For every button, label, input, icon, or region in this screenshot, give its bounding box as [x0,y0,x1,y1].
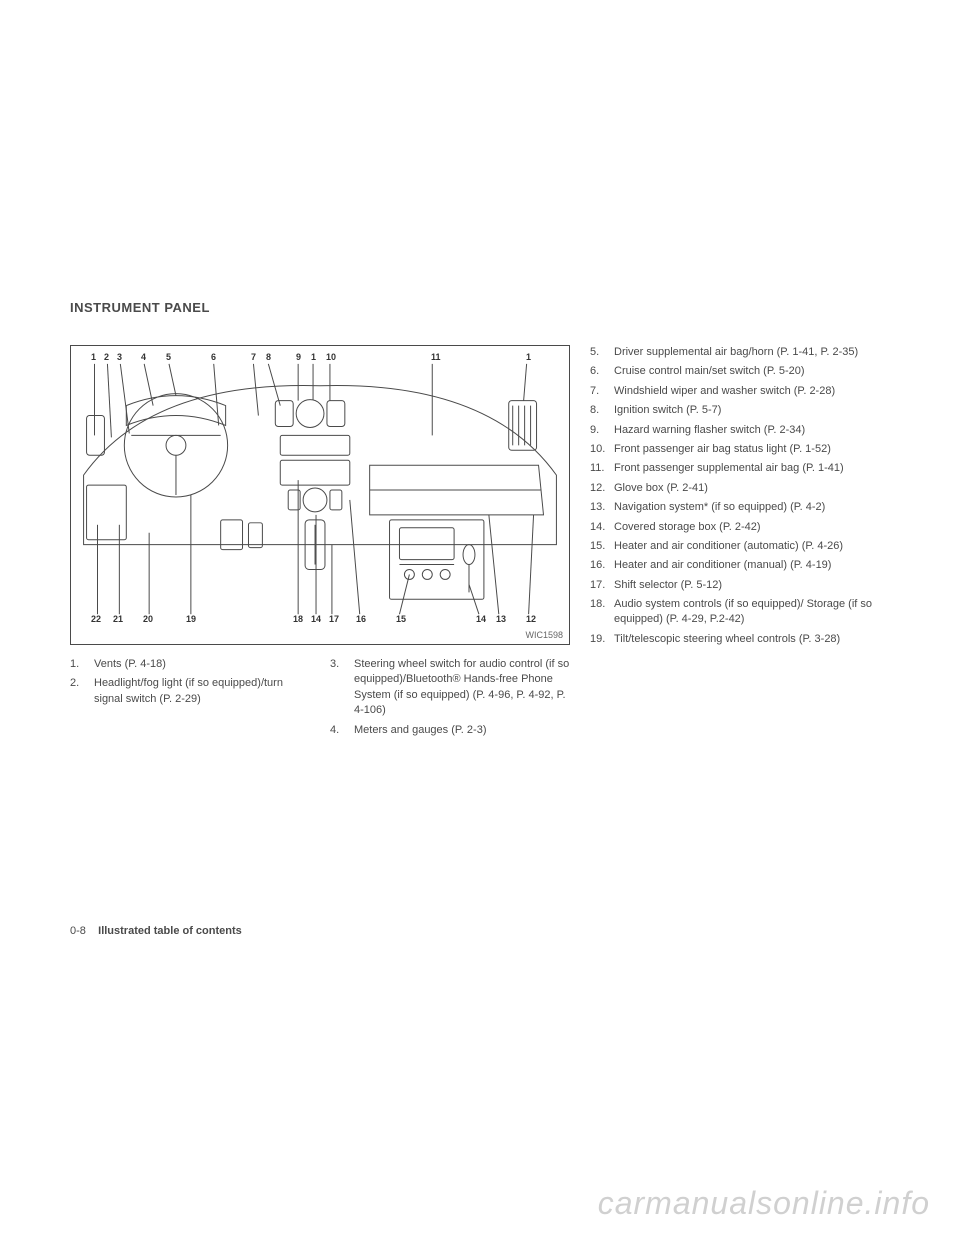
legend-number: 16. [590,558,614,573]
legend-item: 9.Hazard warning flasher switch (P. 2-34… [590,423,890,438]
legend-number: 5. [590,345,614,360]
legend-item: 18.Audio system controls (if so equipped… [590,597,890,628]
section-title: INSTRUMENT PANEL [70,300,890,315]
legend-number: 13. [590,500,614,515]
legend-text: Navigation system* (if so equipped) (P. … [614,500,890,515]
legend-text: Covered storage box (P. 2-42) [614,520,890,535]
callout: 13 [496,614,506,624]
callout: 14 [311,614,321,624]
legend-text: Headlight/fog light (if so equipped)/tur… [94,676,310,707]
callout: 20 [143,614,153,624]
legend-item: 2.Headlight/fog light (if so equipped)/t… [70,676,310,707]
legend-number: 18. [590,597,614,628]
legend-number: 9. [590,423,614,438]
callout: 4 [141,352,146,362]
callout: 12 [526,614,536,624]
callout: 9 [296,352,301,362]
legend-item: 12.Glove box (P. 2-41) [590,481,890,496]
legend-text: Vents (P. 4-18) [94,657,310,672]
callout: 2 [104,352,109,362]
legend-item: 19.Tilt/telescopic steering wheel contro… [590,632,890,647]
legend-item: 16.Heater and air conditioner (manual) (… [590,558,890,573]
instrument-panel-diagram: 1 2 3 4 5 6 7 8 9 1 10 11 1 22 21 20 19 … [70,345,570,645]
legend-text: Glove box (P. 2-41) [614,481,890,496]
legend-number: 14. [590,520,614,535]
legend-text: Tilt/telescopic steering wheel controls … [614,632,890,647]
legend-text: Cruise control main/set switch (P. 5-20) [614,364,890,379]
legend-number: 10. [590,442,614,457]
callout: 7 [251,352,256,362]
legend-text: Heater and air conditioner (automatic) (… [614,539,890,554]
footer-section: Illustrated table of contents [98,925,242,937]
diagram-label: WIC1598 [525,630,563,640]
legend-number: 11. [590,461,614,476]
callout: 17 [329,614,339,624]
legend-text: Front passenger supplemental air bag (P.… [614,461,890,476]
legend-item: 14.Covered storage box (P. 2-42) [590,520,890,535]
callout: 18 [293,614,303,624]
content-wrapper: 1 2 3 4 5 6 7 8 9 1 10 11 1 22 21 20 19 … [70,345,890,742]
callout: 15 [396,614,406,624]
legend-item: 6.Cruise control main/set switch (P. 5-2… [590,364,890,379]
legend-item: 11.Front passenger supplemental air bag … [590,461,890,476]
legend-number: 8. [590,403,614,418]
legend-number: 12. [590,481,614,496]
callout: 3 [117,352,122,362]
page-footer: 0-8 Illustrated table of contents [70,925,242,937]
legend-below-diagram: 1.Vents (P. 4-18)2.Headlight/fog light (… [70,657,570,742]
legend-number: 17. [590,578,614,593]
legend-text: Driver supplemental air bag/horn (P. 1-4… [614,345,890,360]
legend-item: 8.Ignition switch (P. 5-7) [590,403,890,418]
legend-number: 2. [70,676,94,707]
callout: 5 [166,352,171,362]
legend-col-1: 1.Vents (P. 4-18)2.Headlight/fog light (… [70,657,310,742]
legend-text: Hazard warning flasher switch (P. 2-34) [614,423,890,438]
legend-text: Heater and air conditioner (manual) (P. … [614,558,890,573]
callout: 1 [526,352,531,362]
watermark: carmanualsonline.info [598,1185,930,1222]
legend-item: 15.Heater and air conditioner (automatic… [590,539,890,554]
legend-item: 17.Shift selector (P. 5-12) [590,578,890,593]
legend-item: 4.Meters and gauges (P. 2-3) [330,723,570,738]
legend-text: Front passenger air bag status light (P.… [614,442,890,457]
callout: 14 [476,614,486,624]
callout: 19 [186,614,196,624]
left-side: 1 2 3 4 5 6 7 8 9 1 10 11 1 22 21 20 19 … [70,345,570,742]
legend-number: 6. [590,364,614,379]
legend-number: 4. [330,723,354,738]
legend-item: 7.Windshield wiper and washer switch (P.… [590,384,890,399]
legend-item: 5.Driver supplemental air bag/horn (P. 1… [590,345,890,360]
legend-text: Ignition switch (P. 5-7) [614,403,890,418]
dashboard-svg [71,346,569,644]
right-side: 5.Driver supplemental air bag/horn (P. 1… [590,345,890,742]
legend-number: 19. [590,632,614,647]
legend-text: Audio system controls (if so equipped)/ … [614,597,890,628]
callout: 8 [266,352,271,362]
legend-number: 1. [70,657,94,672]
callout: 6 [211,352,216,362]
callout: 11 [431,352,441,362]
legend-number: 7. [590,384,614,399]
legend-item: 3.Steering wheel switch for audio contro… [330,657,570,719]
callout: 22 [91,614,101,624]
legend-text: Shift selector (P. 5-12) [614,578,890,593]
callout: 1 [311,352,316,362]
page-number: 0-8 [70,925,86,937]
callout: 16 [356,614,366,624]
callout: 1 [91,352,96,362]
legend-text: Meters and gauges (P. 2-3) [354,723,570,738]
legend-item: 10.Front passenger air bag status light … [590,442,890,457]
callout: 10 [326,352,336,362]
legend-number: 3. [330,657,354,719]
legend-text: Steering wheel switch for audio control … [354,657,570,719]
legend-col-2: 3.Steering wheel switch for audio contro… [330,657,570,742]
legend-item: 1.Vents (P. 4-18) [70,657,310,672]
legend-number: 15. [590,539,614,554]
legend-text: Windshield wiper and washer switch (P. 2… [614,384,890,399]
callout: 21 [113,614,123,624]
legend-item: 13.Navigation system* (if so equipped) (… [590,500,890,515]
